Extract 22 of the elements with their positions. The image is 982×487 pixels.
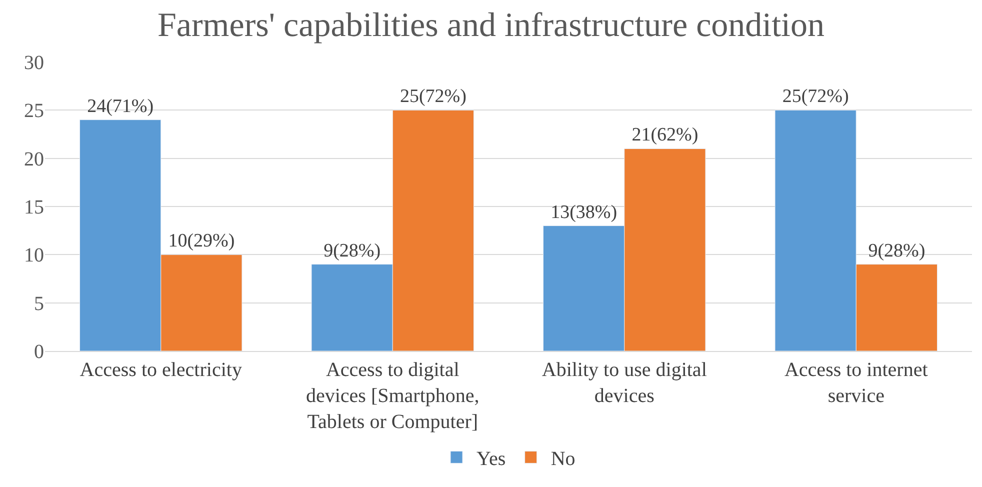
- data-label: 25(72%): [782, 86, 849, 108]
- x-tick-label: Access to internet service: [784, 359, 928, 407]
- data-label: 25(72%): [400, 86, 466, 108]
- y-tick-label: 15: [24, 196, 44, 218]
- x-tick-label: Access to digital devices [Smartphone, Tablets or Computer]: [306, 359, 480, 433]
- data-label: 10(29%): [168, 230, 235, 252]
- legend-label: Yes: [476, 448, 506, 470]
- y-tick-label: 5: [34, 292, 44, 315]
- x-tick-label: Access to electricity: [80, 359, 242, 381]
- y-tick-label: 0: [34, 341, 44, 363]
- y-tick-label: 10: [24, 244, 44, 267]
- data-label: 9(28%): [868, 240, 926, 262]
- data-label: 13(38%): [550, 202, 618, 223]
- y-tick-label: 30: [24, 52, 44, 74]
- data-label: 9(28%): [324, 240, 381, 262]
- y-tick-label: 25: [24, 100, 44, 122]
- y-tick-label: 20: [24, 148, 44, 170]
- legend-label: No: [550, 448, 576, 470]
- data-label: 24(71%): [87, 96, 154, 117]
- data-label: 21(62%): [632, 124, 698, 146]
- x-tick-label: Ability to use digital devices: [542, 359, 708, 407]
- chart-title: Farmers' capabilities and infrastructure condition: [157, 6, 825, 44]
